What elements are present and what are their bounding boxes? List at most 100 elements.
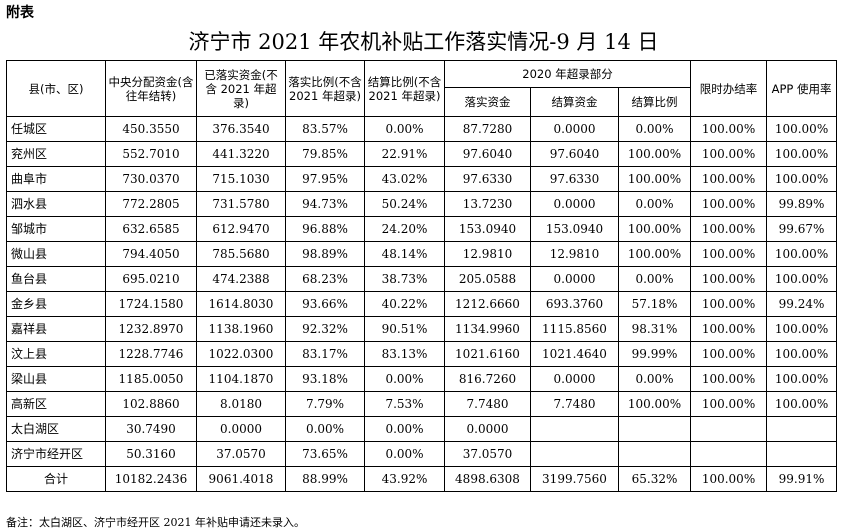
table-cell: 1115.8560: [530, 316, 619, 342]
table-cell: [530, 416, 619, 442]
table-cell: 99.91%: [766, 466, 838, 492]
table-cell: [766, 441, 838, 467]
county-name: 梁山县: [6, 366, 106, 392]
table-cell: 153.0940: [444, 216, 531, 242]
table-cell: 88.99%: [285, 466, 365, 492]
table-cell: 1021.4640: [530, 341, 619, 367]
table-cell: 100.00%: [617, 216, 692, 242]
table-row: 微山县 794.4050 785.5680 98.89% 48.14% 12.9…: [6, 241, 838, 267]
county-name: 微山县: [6, 241, 106, 267]
table-cell: 1614.8030: [196, 291, 286, 317]
header-time-limit-rate: 限时办结率: [690, 60, 768, 117]
table-cell: 0.00%: [617, 116, 692, 142]
table-cell: 0.00%: [364, 416, 445, 442]
table-cell: 693.3760: [530, 291, 619, 317]
header-excess-ratio: 结算比例: [617, 87, 692, 117]
table-cell: 785.5680: [196, 241, 286, 267]
table-cell: 100.00%: [690, 466, 768, 492]
header-excess-group: 2020 年超录部分: [443, 60, 692, 88]
county-name: 泗水县: [6, 191, 106, 217]
table-cell: 100.00%: [766, 341, 838, 367]
table-cell: 83.13%: [364, 341, 445, 367]
header-app-usage-rate: APP 使用率: [766, 60, 838, 117]
table-cell: 100.00%: [766, 316, 838, 342]
table-cell: 97.6040: [530, 141, 619, 167]
table-row: 太白湖区 30.7490 0.0000 0.00% 0.00% 0.0000: [6, 416, 838, 442]
table-cell: 100.00%: [690, 116, 768, 142]
table-cell: 87.7280: [444, 116, 531, 142]
table-cell: 83.57%: [285, 116, 365, 142]
table-cell: 441.3220: [196, 141, 286, 167]
table-cell: 0.0000: [196, 416, 286, 442]
table-cell: 43.02%: [364, 166, 445, 192]
table-cell: 0.0000: [530, 191, 619, 217]
table-cell: 100.00%: [690, 166, 768, 192]
table-cell: 0.0000: [530, 266, 619, 292]
table-cell: 83.17%: [285, 341, 365, 367]
table-cell: 100.00%: [617, 141, 692, 167]
table-cell: [690, 416, 768, 442]
table-cell: 450.3550: [105, 116, 197, 142]
table-cell: 93.18%: [285, 366, 365, 392]
subsidy-table: 县(市、区) 中央分配资金(含往年结转) 已落实资金(不含 2021 年超录) …: [6, 60, 838, 492]
table-cell: 99.24%: [766, 291, 838, 317]
table-cell: 0.00%: [364, 366, 445, 392]
table-cell: 794.4050: [105, 241, 197, 267]
table-cell: 1134.9960: [444, 316, 531, 342]
table-row: 嘉祥县 1232.8970 1138.1960 92.32% 90.51% 11…: [6, 316, 838, 342]
table-cell: 612.9470: [196, 216, 286, 242]
table-cell: 1104.1870: [196, 366, 286, 392]
table-cell: 100.00%: [617, 241, 692, 267]
table-cell: 92.32%: [285, 316, 365, 342]
table-cell: [617, 441, 692, 467]
table-cell: 30.7490: [105, 416, 197, 442]
table-cell: 1232.8970: [105, 316, 197, 342]
table-cell: 12.9810: [444, 241, 531, 267]
table-cell: 7.7480: [444, 391, 531, 417]
table-cell: 50.24%: [364, 191, 445, 217]
table-cell: 0.0000: [530, 116, 619, 142]
table-cell: 100.00%: [766, 266, 838, 292]
table-cell: 40.22%: [364, 291, 445, 317]
table-cell: 96.88%: [285, 216, 365, 242]
table-cell: 48.14%: [364, 241, 445, 267]
county-name: 邹城市: [6, 216, 106, 242]
county-name: 任城区: [6, 116, 106, 142]
table-cell: 474.2388: [196, 266, 286, 292]
total-label: 合计: [6, 466, 106, 492]
table-cell: 8.0180: [196, 391, 286, 417]
table-row: 高新区 102.8860 8.0180 7.79% 7.53% 7.7480 7…: [6, 391, 838, 417]
table-cell: 9061.4018: [196, 466, 286, 492]
table-cell: 13.7230: [444, 191, 531, 217]
table-cell: 73.65%: [285, 441, 365, 467]
attachment-label: 附表: [6, 5, 34, 21]
table-cell: 100.00%: [690, 191, 768, 217]
table-cell: 0.00%: [617, 191, 692, 217]
table-cell: 730.0370: [105, 166, 197, 192]
table-cell: 97.6040: [444, 141, 531, 167]
table-cell: 100.00%: [690, 291, 768, 317]
table-cell: 57.18%: [617, 291, 692, 317]
table-cell: [530, 441, 619, 467]
county-name: 曲阜市: [6, 166, 106, 192]
table-row: 任城区 450.3550 376.3540 83.57% 0.00% 87.72…: [6, 116, 838, 142]
table-cell: 816.7260: [444, 366, 531, 392]
table-cell: 695.0210: [105, 266, 197, 292]
table-row-total: 合计 10182.2436 9061.4018 88.99% 43.92% 48…: [6, 466, 838, 492]
table-cell: 100.00%: [690, 366, 768, 392]
table-cell: 100.00%: [766, 366, 838, 392]
table-cell: 1724.1580: [105, 291, 197, 317]
table-row: 汶上县 1228.7746 1022.0300 83.17% 83.13% 10…: [6, 341, 838, 367]
table-cell: 0.00%: [285, 416, 365, 442]
footnote: 备注：太白湖区、济宁市经开区 2021 年补贴申请还未录入。: [6, 516, 305, 529]
table-cell: 100.00%: [690, 341, 768, 367]
page-title: 济宁市 2021 年农机补贴工作落实情况-9 月 14 日: [188, 30, 659, 54]
table-cell: 100.00%: [766, 241, 838, 267]
table-cell: 1212.6660: [444, 291, 531, 317]
table-cell: 1185.0050: [105, 366, 197, 392]
table-cell: 7.79%: [285, 391, 365, 417]
table-cell: 65.32%: [617, 466, 692, 492]
county-name: 济宁市经开区: [6, 441, 106, 467]
header-excess-settled: 结算资金: [530, 87, 619, 117]
table-cell: 4898.6308: [444, 466, 531, 492]
